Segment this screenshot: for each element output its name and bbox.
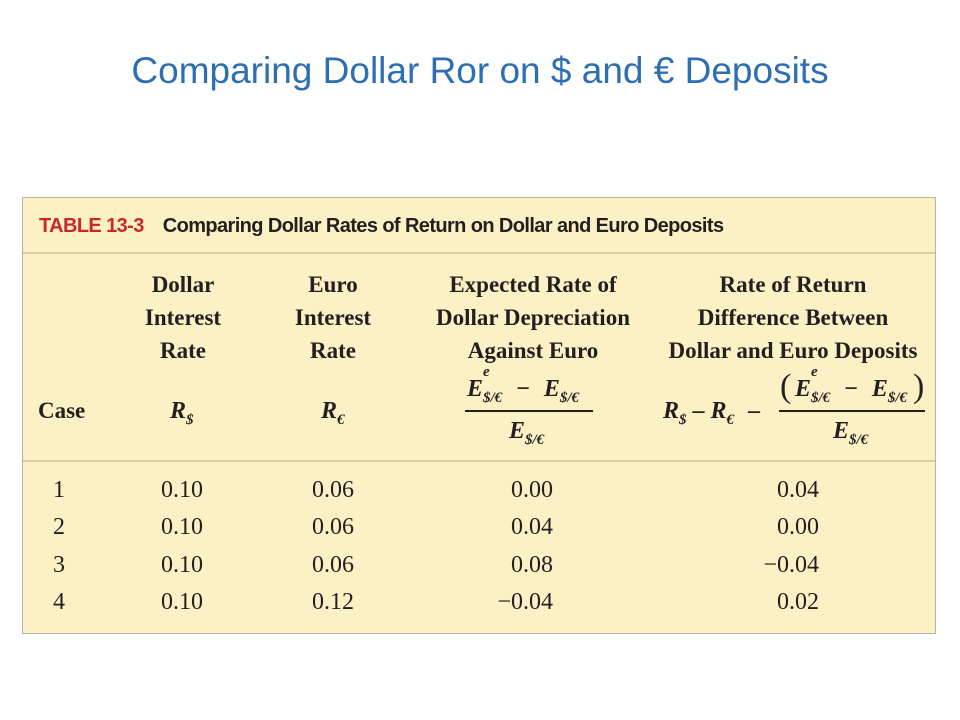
paren-open: (	[780, 368, 792, 405]
symbol-r-dollar: R$	[170, 398, 194, 428]
header-dollar-interest-rate: Dollar Interest Rate	[144, 272, 222, 363]
cell-case: 1	[53, 477, 65, 503]
table-caption-text: Comparing Dollar Rates of Return on Doll…	[162, 215, 724, 237]
header-divider	[23, 460, 935, 462]
cell-depreciation: 0.04	[511, 514, 553, 540]
cell-euro-rate: 0.06	[312, 552, 354, 578]
table-number: TABLE 13-3	[39, 215, 144, 237]
cell-euro-rate: 0.06	[312, 477, 354, 503]
cell-dollar-rate: 0.10	[161, 589, 203, 615]
symbol-r-euro: R€	[321, 398, 345, 428]
formula-difference-prefix: R$ – R€ –	[663, 398, 761, 428]
cell-euro-rate: 0.06	[312, 514, 354, 540]
cell-case: 4	[53, 589, 65, 615]
cell-difference: 0.02	[777, 589, 819, 615]
header-case: Case	[38, 398, 86, 423]
cell-difference: 0.00	[777, 514, 819, 540]
paren-close: )	[913, 368, 925, 405]
cell-dollar-rate: 0.10	[161, 514, 203, 540]
formula-difference-denominator: E$/€	[833, 418, 869, 448]
formula-depreciation-denominator: E$/€	[509, 418, 545, 448]
rates-table: TABLE 13-3 Comparing Dollar Rates of Ret…	[22, 197, 936, 634]
cell-dollar-rate: 0.10	[161, 552, 203, 578]
cell-depreciation: −0.04	[497, 589, 553, 615]
fraction-bar-difference	[779, 410, 925, 412]
slide-title: Comparing Dollar Ror on $ and € Deposits	[131, 50, 829, 91]
header-return-difference: Rate of Return Difference Between Dollar…	[668, 272, 918, 363]
header-euro-interest-rate: Euro Interest Rate	[294, 272, 372, 363]
cell-case: 2	[53, 514, 65, 540]
table-caption: TABLE 13-3 Comparing Dollar Rates of Ret…	[23, 198, 935, 254]
cell-difference: −0.04	[763, 552, 819, 578]
cell-depreciation: 0.08	[511, 552, 553, 578]
cell-depreciation: 0.00	[511, 477, 553, 503]
cell-difference: 0.04	[777, 477, 819, 503]
cell-case: 3	[53, 552, 65, 578]
header-expected-depreciation: Expected Rate of Dollar Depreciation Aga…	[436, 272, 630, 363]
cell-dollar-rate: 0.10	[161, 477, 203, 503]
cell-euro-rate: 0.12	[312, 589, 354, 615]
fraction-bar-depreciation	[465, 410, 593, 412]
